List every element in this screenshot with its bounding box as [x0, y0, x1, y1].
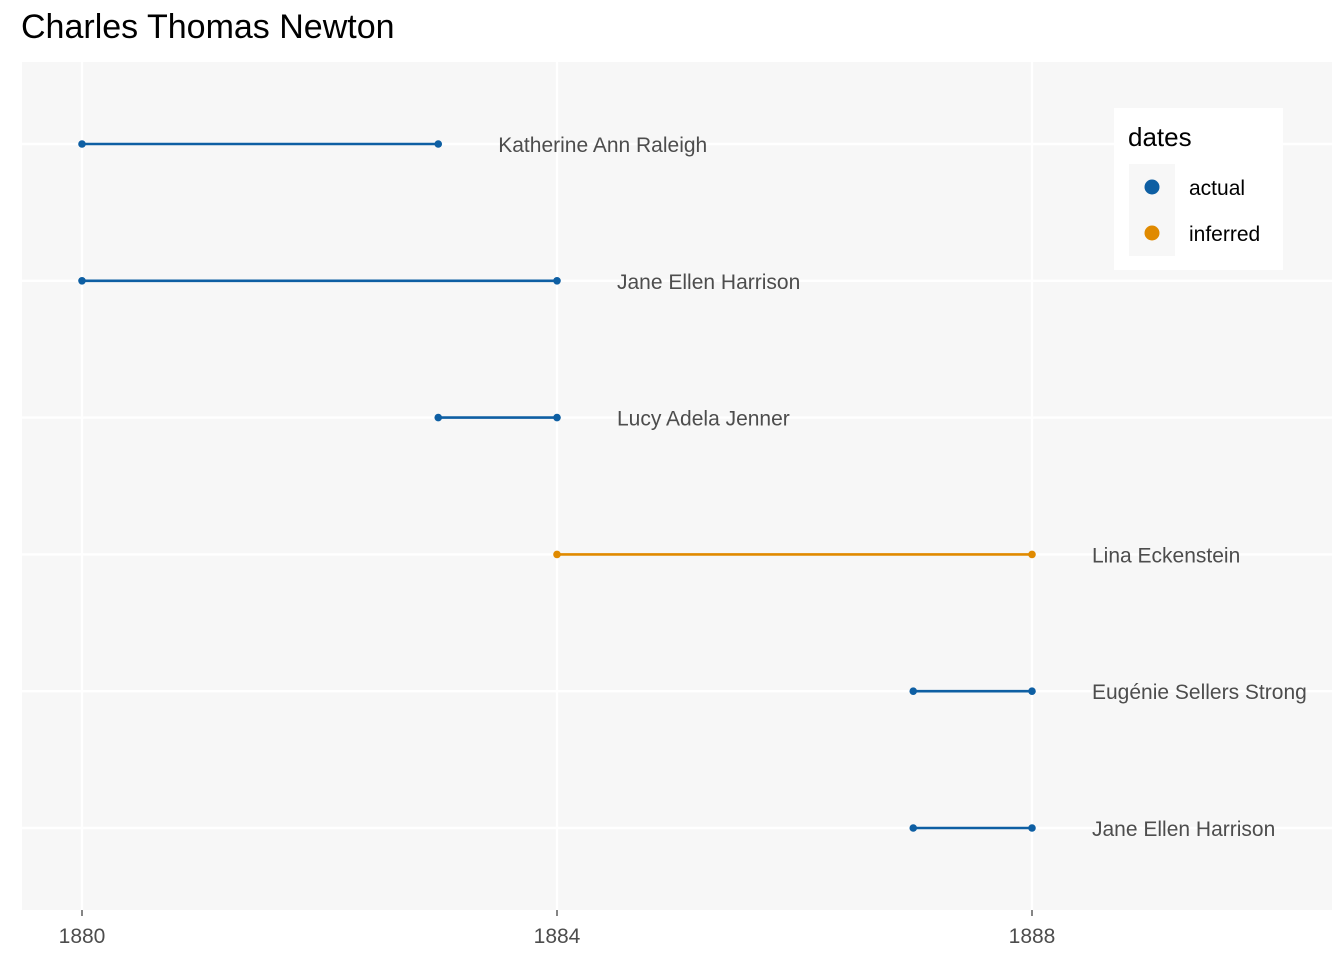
series-label: Eugénie Sellers Strong: [1092, 681, 1307, 704]
x-tick-label: 1888: [1009, 925, 1056, 948]
legend-title: dates: [1128, 122, 1192, 152]
range-end-point: [1028, 824, 1036, 832]
legend-swatch-icon: [1144, 179, 1160, 195]
segments: [78, 140, 1036, 832]
series-label: Jane Ellen Harrison: [1092, 818, 1275, 841]
legend-label: actual: [1189, 177, 1245, 200]
range-start-point: [909, 687, 918, 695]
range-end-point: [1028, 687, 1036, 695]
series-labels: Katherine Ann Raleigh Jane Ellen Harrison…: [498, 134, 1307, 841]
range-end-point: [1028, 550, 1036, 559]
series-label: Lucy Adela Jenner: [617, 408, 790, 431]
range-end-point: [553, 277, 561, 285]
x-tick-label: 1880: [59, 925, 106, 948]
series-label: Lina Eckenstein: [1092, 544, 1240, 567]
range-start-point: [553, 550, 561, 559]
x-tick-label: 1884: [534, 925, 581, 948]
legend: dates actual inferred: [1114, 108, 1283, 270]
range-start-point: [78, 140, 86, 148]
legend-swatch-icon: [1144, 225, 1160, 241]
plot-panel: [22, 62, 1332, 910]
range-start-point: [434, 413, 443, 422]
legend-label: inferred: [1189, 223, 1260, 246]
series-label: Katherine Ann Raleigh: [498, 134, 707, 157]
series-label: Jane Ellen Harrison: [617, 271, 800, 294]
range-end-point: [434, 140, 443, 148]
range-start-point: [78, 277, 86, 285]
x-axis: 1880 1884 1888: [59, 910, 1056, 948]
range-end-point: [553, 413, 561, 422]
range-start-point: [909, 824, 918, 832]
chart-title: Charles Thomas Newton: [21, 8, 395, 46]
